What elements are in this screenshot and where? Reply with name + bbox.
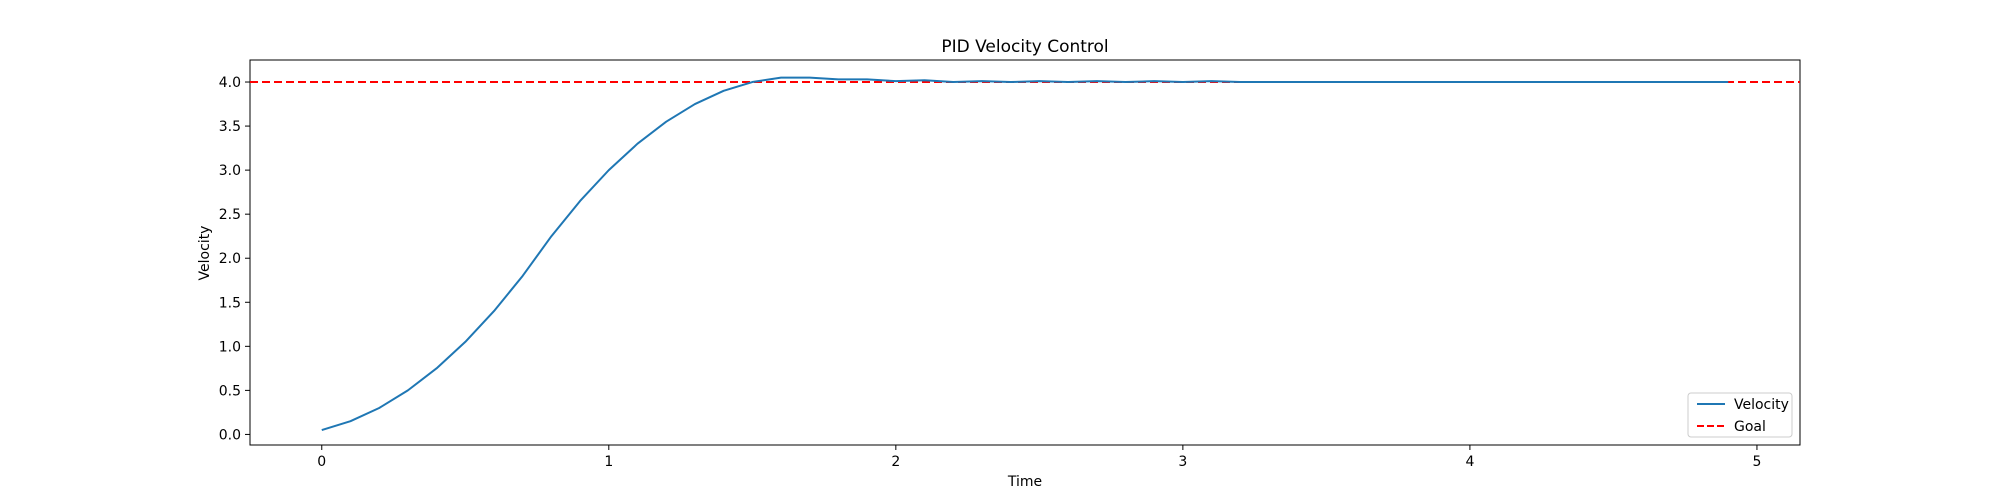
chart-title: PID Velocity Control [941, 37, 1108, 57]
legend-label-goal: Goal [1734, 419, 1766, 435]
y-tick-label: 0.0 [219, 427, 241, 443]
y-tick-label: 4.0 [219, 75, 241, 91]
legend-label-velocity: Velocity [1734, 397, 1789, 413]
y-axis-label: Velocity [197, 226, 213, 281]
x-tick-label: 2 [891, 454, 900, 470]
y-tick-label: 1.0 [219, 339, 241, 355]
y-tick-label: 1.5 [219, 295, 241, 311]
x-tick-label: 4 [1465, 454, 1474, 470]
legend: Velocity Goal [1687, 392, 1793, 438]
y-tick-label: 0.5 [219, 383, 241, 399]
velocity-line [321, 76, 1729, 431]
x-tick-label: 1 [604, 454, 613, 470]
x-axis: 0 1 2 3 4 5 [317, 445, 1761, 470]
x-axis-label: Time [1007, 474, 1042, 490]
x-tick-label: 0 [317, 454, 326, 470]
velocity-series [321, 76, 1729, 431]
y-tick-label: 2.0 [219, 251, 241, 267]
plot-frame [249, 59, 1801, 446]
y-tick-label: 2.5 [219, 207, 241, 223]
x-tick-label: 5 [1752, 454, 1761, 470]
x-tick-label: 3 [1178, 454, 1187, 470]
y-axis: 0.0 0.5 1.0 1.5 2.0 2.5 3.0 3.5 4.0 [219, 75, 250, 443]
y-tick-label: 3.0 [219, 163, 241, 179]
plot-area [249, 59, 1801, 446]
y-tick-label: 3.5 [219, 119, 241, 135]
